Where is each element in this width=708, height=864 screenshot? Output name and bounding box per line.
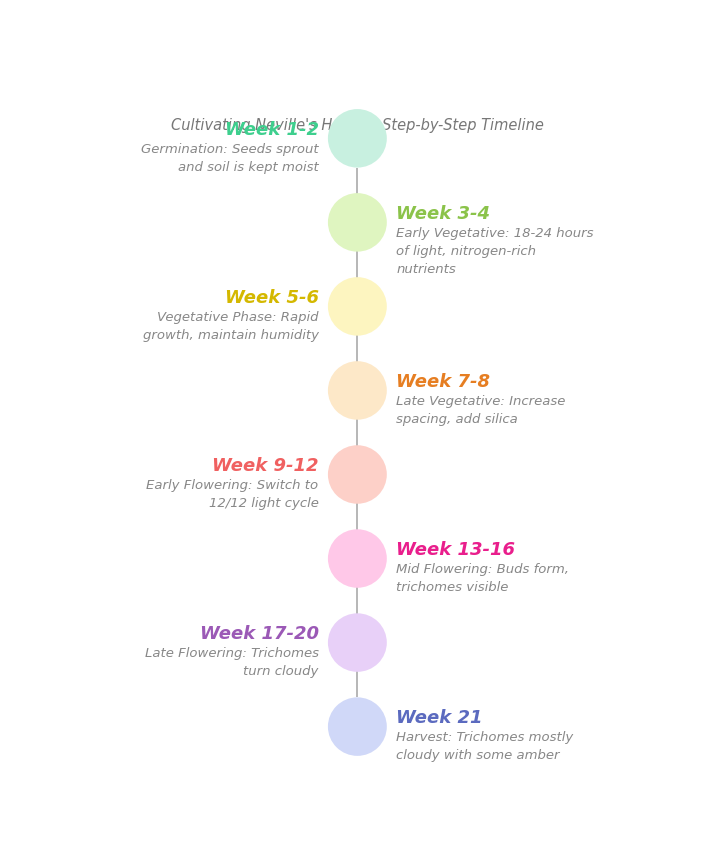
Text: Germination: Seeds sprout
and soil is kept moist: Germination: Seeds sprout and soil is ke…: [141, 143, 319, 174]
Circle shape: [328, 445, 387, 504]
Circle shape: [328, 109, 387, 168]
Text: Week 21: Week 21: [396, 708, 483, 727]
Circle shape: [328, 613, 387, 672]
Text: Early Vegetative: 18-24 hours
of light, nitrogen-rich
nutrients: Early Vegetative: 18-24 hours of light, …: [396, 226, 593, 276]
Circle shape: [328, 277, 387, 336]
Circle shape: [328, 530, 387, 588]
Text: Week 1-2: Week 1-2: [224, 121, 319, 138]
Polygon shape: [346, 211, 358, 226]
Polygon shape: [351, 205, 363, 219]
Circle shape: [328, 697, 387, 756]
Text: Week 5-6: Week 5-6: [224, 289, 319, 307]
Text: Week 3-4: Week 3-4: [396, 205, 490, 223]
Circle shape: [328, 361, 387, 420]
Text: Late Vegetative: Increase
spacing, add silica: Late Vegetative: Increase spacing, add s…: [396, 395, 566, 426]
Text: Harvest: Trichomes mostly
cloudy with some amber: Harvest: Trichomes mostly cloudy with so…: [396, 731, 573, 762]
Text: Week 13-16: Week 13-16: [396, 541, 515, 559]
Text: Mid Flowering: Buds form,
trichomes visible: Mid Flowering: Buds form, trichomes visi…: [396, 563, 569, 594]
Text: Week 9-12: Week 9-12: [212, 457, 319, 474]
Text: Week 17-20: Week 17-20: [200, 625, 319, 643]
Text: Cultivating Neville's Haze: A Step-by-Step Timeline: Cultivating Neville's Haze: A Step-by-St…: [171, 118, 544, 133]
Text: Late Flowering: Trichomes
turn cloudy: Late Flowering: Trichomes turn cloudy: [144, 647, 319, 678]
Text: Early Flowering: Switch to
12/12 light cycle: Early Flowering: Switch to 12/12 light c…: [147, 479, 319, 510]
Text: Week 7-8: Week 7-8: [396, 372, 490, 391]
Circle shape: [328, 194, 387, 251]
Polygon shape: [358, 211, 369, 226]
Text: Vegetative Phase: Rapid
growth, maintain humidity: Vegetative Phase: Rapid growth, maintain…: [142, 311, 319, 342]
